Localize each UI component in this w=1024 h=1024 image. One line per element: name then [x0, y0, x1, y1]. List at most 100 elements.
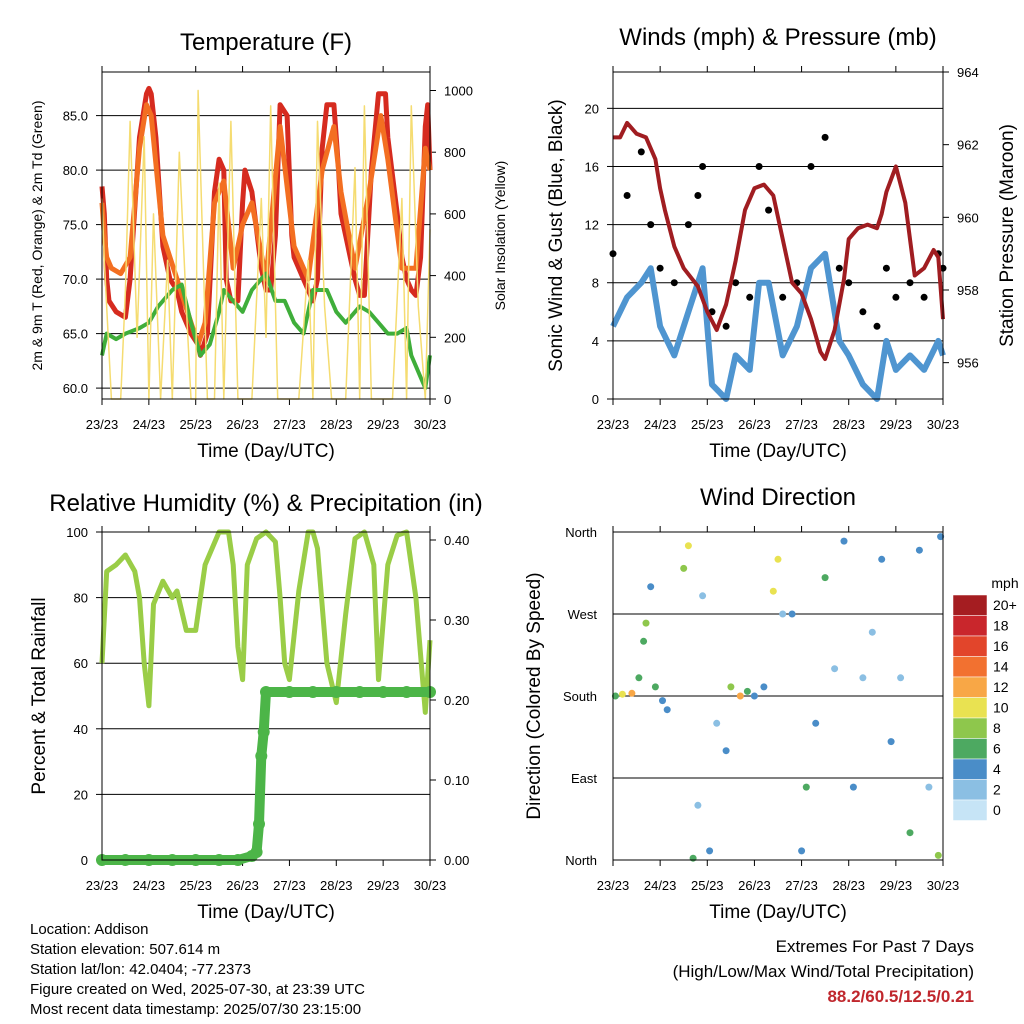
y2-tick-label: 960	[957, 210, 979, 225]
y-tick-label: 60	[74, 656, 88, 671]
gust-point	[647, 221, 655, 229]
y-axis-label: Sonic Wind & Gust (Blue, Black)	[546, 99, 567, 371]
y-tick-label: 40	[74, 722, 88, 737]
direction-point	[743, 687, 751, 695]
gust-point	[821, 133, 829, 141]
panel-3: Relative Humidity (%) & Precipitation (i…	[29, 490, 483, 923]
colorbar-label: 14	[993, 659, 1009, 675]
x-tick-label: 25/23	[179, 878, 212, 893]
gust-point	[882, 264, 890, 272]
direction-point	[906, 829, 914, 837]
x-tick-label: 27/23	[273, 878, 306, 893]
series-line-2	[99, 102, 433, 347]
y-axis-label: Percent & Total Rainfall	[29, 597, 50, 794]
humidity-line	[99, 529, 433, 715]
x-tick-label: 23/23	[86, 417, 119, 432]
direction-point	[897, 674, 905, 682]
x-tick-label: 27/23	[273, 417, 306, 432]
y2-tick-label: 400	[444, 269, 466, 284]
x-tick-label: 26/23	[738, 878, 771, 893]
direction-point	[878, 555, 886, 563]
colorbar-label: 2	[993, 782, 1001, 798]
gust-point	[755, 163, 763, 170]
y2-tick-label: 0.40	[444, 533, 469, 548]
x-tick-label: 24/23	[644, 417, 677, 432]
direction-point	[694, 801, 702, 809]
direction-point	[689, 854, 697, 862]
y-tick-label: 20	[74, 787, 88, 802]
extremes-values: 88.2/60.5/12.5/0.21	[827, 987, 974, 1006]
colorbar-swatch	[952, 758, 988, 780]
direction-point	[840, 537, 848, 545]
direction-point	[821, 574, 829, 582]
y-tick-label: East	[571, 771, 597, 786]
extremes-box: Extremes For Past 7 Days (High/Low/Max W…	[673, 934, 974, 1009]
direction-point	[915, 546, 923, 554]
y-tick-label: North	[565, 525, 597, 540]
direction-point	[706, 847, 714, 855]
direction-point	[925, 783, 933, 791]
y-tick-label: 4	[592, 334, 599, 349]
plot-frame	[612, 71, 944, 400]
gust-point	[746, 293, 754, 301]
direction-point	[887, 738, 895, 746]
gust-point	[835, 264, 843, 272]
x-tick-label: 24/23	[133, 417, 166, 432]
y-tick-label: 0	[81, 853, 88, 868]
x-tick-label: 29/23	[367, 878, 400, 893]
gust-point	[623, 192, 631, 199]
direction-point	[812, 719, 820, 727]
y2-tick-label: 0.00	[444, 853, 469, 868]
data-timestamp: Most recent data timestamp: 2025/07/30 2…	[30, 1001, 362, 1018]
colorbar-label: 12	[993, 679, 1009, 695]
y-tick-label: 20	[585, 101, 599, 116]
colorbar-label: 18	[993, 618, 1009, 634]
direction-point	[659, 697, 666, 705]
direction-point	[727, 683, 735, 691]
direction-point	[611, 692, 619, 700]
colorbar-swatch	[952, 779, 988, 801]
gust-point	[906, 279, 914, 287]
y-tick-label: South	[563, 689, 597, 704]
gust-point	[694, 192, 702, 199]
panel-1: Temperature (F) 60.0 65.0 70.0 75.0 80.0 85.0 0…	[29, 29, 508, 462]
x-tick-label: 29/23	[880, 878, 913, 893]
direction-point	[680, 564, 688, 572]
x-axis-label: Time (Day/UTC)	[197, 902, 335, 923]
direction-point	[788, 610, 796, 618]
gust-point	[859, 308, 867, 316]
colorbar-title: mph	[991, 575, 1018, 591]
colorbar-swatch	[952, 656, 988, 678]
colorbar-swatch	[952, 738, 988, 760]
colorbar-swatch	[952, 676, 988, 698]
gust-point	[892, 293, 900, 301]
colorbar-label: 16	[993, 638, 1009, 654]
y2-tick-label: 958	[957, 283, 979, 298]
panel-4: Wind DirectionNorthEastSouthWestNorth23/…	[524, 484, 959, 923]
panel-title: Wind Direction	[700, 484, 856, 511]
x-axis-label: Time (Day/UTC)	[709, 902, 847, 923]
y2-axis-label: Solar Insolation (Yellow)	[492, 161, 508, 311]
x-tick-label: 30/23	[414, 878, 447, 893]
gust-point	[873, 322, 881, 330]
y2-tick-label: 964	[957, 65, 979, 80]
colorbar-label: 0	[993, 802, 1001, 818]
plot-frame	[101, 531, 431, 861]
x-tick-label: 29/23	[880, 417, 913, 432]
y-tick-label: North	[565, 853, 597, 868]
station-location: Location: Addison	[30, 921, 149, 938]
y2-tick-label: 962	[957, 138, 979, 153]
colorbar-label: 10	[993, 700, 1009, 716]
y-tick-label: 75.0	[63, 218, 88, 233]
colorbar-swatch	[952, 594, 988, 616]
gust-point	[684, 221, 692, 229]
y-tick-label: 16	[585, 159, 599, 174]
y-tick-label: West	[568, 607, 598, 622]
y-tick-label: 60.0	[63, 381, 88, 396]
y-tick-label: 80.0	[63, 163, 88, 178]
colorbar-label: 4	[993, 761, 1001, 777]
y-tick-label: 70.0	[63, 272, 88, 287]
x-tick-label: 28/23	[320, 878, 353, 893]
x-tick-label: 25/23	[179, 417, 212, 432]
